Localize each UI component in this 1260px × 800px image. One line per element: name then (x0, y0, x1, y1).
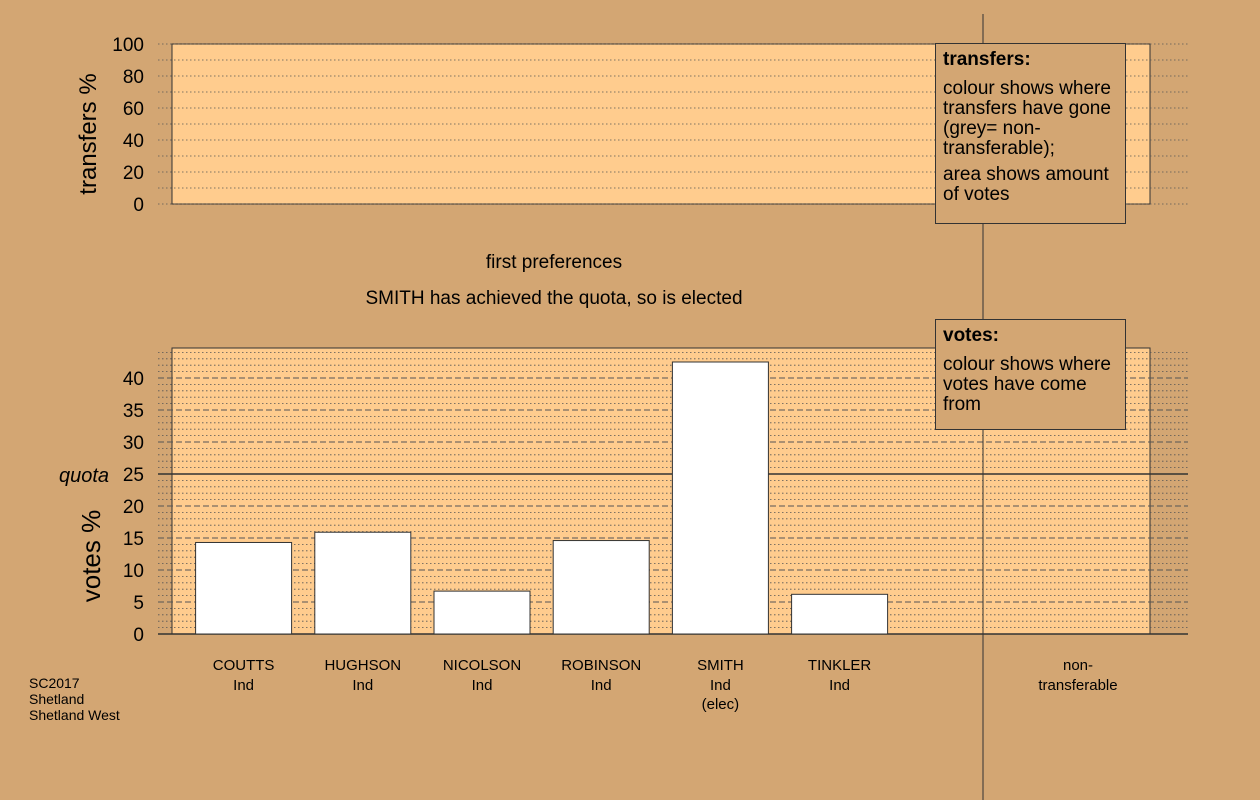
candidate-name: HUGHSON (324, 657, 401, 674)
votes-tick-label: 25 (123, 465, 144, 486)
votes-tick-label: 10 (123, 561, 144, 582)
status-caption: SMITH has achieved the quota, so is elec… (365, 288, 742, 309)
votes-legend: votes: colour shows where votes have com… (935, 319, 1126, 430)
transfers-tick-label: 100 (112, 35, 144, 56)
votes-bars (195, 361, 889, 635)
votes-tick-label: 30 (123, 433, 144, 454)
transfers-tick-label: 60 (123, 99, 144, 120)
votes-y-ticks: 0 5 10 15 20 25 30 35 40 (123, 369, 144, 646)
candidate-party: Ind (710, 677, 731, 694)
votes-tick-label: 15 (123, 529, 144, 550)
transfers-y-axis-label: transfers % (75, 73, 102, 194)
transfers-tick-label: 20 (123, 163, 144, 184)
bar-nicolson (433, 590, 531, 635)
footer-ward: Shetland West (29, 707, 120, 723)
transfers-legend-text-1: colour shows where transfers have gone (… (943, 78, 1111, 159)
transfers-legend: transfers: colour shows where transfers … (935, 43, 1126, 224)
transfers-legend-title: transfers: (943, 49, 1031, 70)
candidate-name: ROBINSON (561, 657, 641, 674)
votes-tick-label: 40 (123, 369, 144, 390)
bar-smith (671, 361, 769, 635)
transfers-tick-label: 0 (133, 195, 144, 216)
candidate-party: Ind (472, 677, 493, 694)
bar-hughson (314, 531, 412, 635)
transfers-tick-label: 80 (123, 67, 144, 88)
votes-tick-label: 35 (123, 401, 144, 422)
candidate-status: (elec) (702, 696, 740, 713)
transfers-legend-text-2: area shows amount of votes (943, 164, 1109, 205)
candidate-party: Ind (829, 677, 850, 694)
votes-legend-text: colour shows where votes have come from (943, 354, 1111, 415)
quota-label: quota (59, 465, 109, 487)
bar-robinson (552, 540, 650, 635)
votes-tick-label: 20 (123, 497, 144, 518)
footer-council: Shetland (29, 691, 85, 707)
candidate-party: Ind (352, 677, 373, 694)
bar-tinkler (791, 593, 889, 635)
votes-y-axis-label: votes % (76, 510, 106, 603)
candidate-name: COUTTS (213, 657, 275, 674)
candidate-name: SMITH (697, 657, 744, 674)
candidate-party: transferable (1038, 677, 1117, 694)
footer-election: SC2017 (29, 675, 80, 691)
election-footer: SC2017 Shetland Shetland West (29, 675, 120, 723)
candidate-name: non- (1063, 657, 1093, 674)
votes-tick-label: 0 (133, 625, 144, 646)
transfers-y-ticks: 0 20 40 60 80 100 (112, 35, 144, 216)
candidate-name: TINKLER (808, 657, 872, 674)
stage-caption: first preferences (486, 252, 622, 273)
candidate-party: Ind (591, 677, 612, 694)
votes-legend-title: votes: (943, 325, 999, 346)
transfers-tick-label: 40 (123, 131, 144, 152)
votes-tick-label: 5 (133, 593, 144, 614)
candidate-name: NICOLSON (443, 657, 521, 674)
candidate-labels: COUTTS Ind HUGHSON Ind NICOLSON Ind ROBINSON In… (213, 657, 1118, 713)
candidate-party: Ind (233, 677, 254, 694)
bar-coutts (195, 541, 293, 635)
